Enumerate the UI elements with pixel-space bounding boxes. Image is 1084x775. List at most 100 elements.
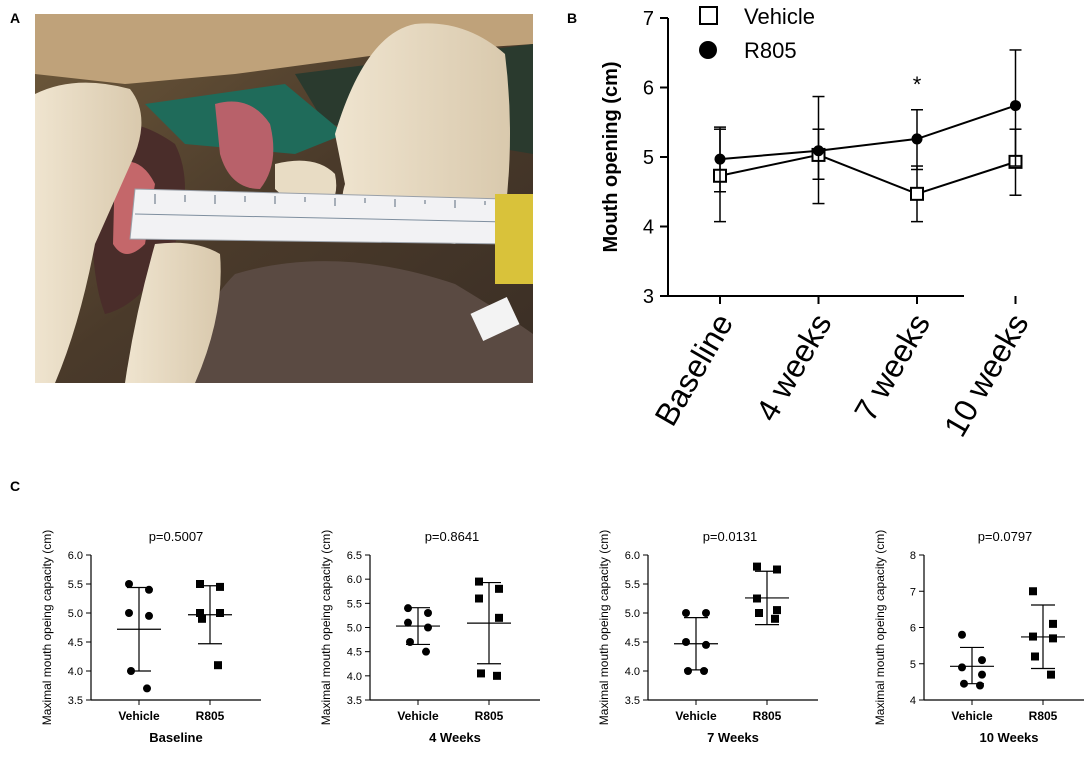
data-point-Vehicle	[978, 656, 986, 665]
data-point-Vehicle	[424, 609, 432, 617]
y-axis-title: Maximal mouth opeing capacity (cm)	[597, 530, 611, 725]
y-tick-label: 7	[643, 8, 654, 30]
data-point-Vehicle	[404, 618, 412, 627]
data-point-R805	[196, 580, 204, 588]
data-point-R805	[911, 133, 923, 145]
data-point-R805	[216, 609, 224, 617]
x-axis-title: Baseline	[149, 730, 202, 745]
legend-label-vehicle: Vehicle	[744, 4, 815, 29]
data-point-Vehicle	[976, 681, 984, 690]
data-point-R805	[1029, 587, 1037, 596]
y-tick-label: 4.5	[68, 637, 83, 649]
y-tick-label: 4.0	[625, 666, 640, 678]
p-value-title: p=0.0797	[978, 529, 1033, 544]
data-point-R805	[1031, 652, 1039, 661]
data-point-R805	[753, 562, 761, 571]
x-axis-title: 10 Weeks	[979, 730, 1038, 745]
y-tick-label: 5.5	[625, 579, 640, 591]
y-tick-label: 4	[643, 217, 654, 239]
y-tick-label: 3	[643, 286, 654, 308]
data-point-R805	[495, 584, 503, 593]
x-axis-title: 7 Weeks	[707, 730, 759, 745]
y-tick-label: 5.5	[347, 598, 362, 610]
y-axis-title: Maximal mouth opeing capacity (cm)	[40, 530, 54, 725]
y-tick-label: 6	[910, 623, 916, 635]
p-value-title: p=0.5007	[149, 529, 204, 544]
data-point-Vehicle	[702, 640, 710, 649]
legend-marker-vehicle	[699, 6, 718, 25]
data-point-Vehicle	[960, 679, 968, 688]
data-point-R805	[1049, 619, 1057, 628]
data-point-R805	[813, 145, 824, 157]
data-point-Vehicle	[125, 609, 133, 617]
data-point-Vehicle	[143, 684, 151, 693]
y-tick-label: 5	[910, 659, 916, 671]
data-point-R805	[773, 606, 781, 615]
y-axis-title: Maximal mouth opeing capacity (cm)	[319, 530, 333, 725]
significance-marker: *	[913, 72, 922, 97]
data-point-Vehicle	[127, 667, 135, 675]
data-point-R805	[216, 582, 224, 591]
p-value-title: p=0.0131	[703, 529, 758, 544]
data-point-Vehicle	[406, 638, 414, 646]
data-point-R805	[475, 577, 483, 586]
data-point-Vehicle	[404, 604, 412, 613]
data-point-R805	[1047, 670, 1055, 679]
data-point-Vehicle	[978, 670, 986, 679]
mouth-measurement-photo	[35, 14, 533, 383]
data-point-R805	[1029, 632, 1037, 641]
data-point-Vehicle	[125, 580, 133, 588]
y-tick-label: 6	[643, 78, 654, 100]
x-tick-label: R805	[753, 709, 782, 723]
data-point-R805	[753, 594, 761, 603]
y-tick-label: 5.0	[347, 623, 362, 635]
data-point-R805	[1010, 100, 1021, 112]
data-point-R805	[475, 594, 483, 603]
y-axis-title: Maximal mouth opeing capacity (cm)	[873, 530, 887, 725]
series-line-Vehicle	[719, 153, 1016, 195]
data-point-R805	[714, 153, 726, 165]
x-axis-title: 4 Weeks	[429, 730, 481, 745]
x-tick-label: R805	[196, 709, 225, 723]
scatter-panel-2: p=0.0131 3.5 4.0 4.5 5.0 5.5 6.0 Maximal mouth …	[597, 529, 818, 745]
data-point-Vehicle	[910, 186, 924, 201]
data-point-Vehicle	[682, 609, 690, 617]
y-tick-label: 5	[643, 147, 654, 169]
y-tick-label: 4.0	[347, 671, 362, 683]
data-point-R805	[773, 565, 781, 574]
y-tick-label: 4.5	[625, 637, 640, 649]
scatter-panel-1: p=0.8641 3.5 4.0 4.5 5.0 5.5 6.0 6.5 Maximal mou…	[319, 529, 540, 745]
legend-marker-r805	[699, 41, 717, 59]
data-point-Vehicle	[145, 585, 153, 594]
data-point-Vehicle	[958, 663, 966, 672]
y-tick-label: 5.0	[68, 608, 83, 620]
data-point-Vehicle	[682, 638, 690, 646]
legend-label-r805: R805	[744, 38, 797, 63]
y-tick-label: 4	[910, 695, 916, 707]
data-point-Vehicle	[424, 623, 432, 632]
panel-label-b: B	[567, 10, 578, 26]
data-point-Vehicle	[700, 667, 708, 675]
y-tick-label: 6.0	[347, 574, 362, 586]
data-point-Vehicle	[958, 630, 966, 639]
data-point-R805	[198, 614, 206, 623]
scatter-panel-0: p=0.5007 3.5 4.0 4.5 5.0 5.5 6.0 Maximal mouth …	[40, 529, 261, 745]
x-tick-label: Vehicle	[675, 709, 717, 723]
y-tick-label: 3.5	[347, 695, 362, 707]
x-tick-label: R805	[1029, 709, 1058, 723]
y-tick-label: 8	[910, 550, 916, 562]
x-tick-label: Vehicle	[397, 709, 439, 723]
data-point-R805	[495, 613, 503, 622]
panel-label-c: C	[10, 478, 21, 494]
y-tick-label: 4.0	[68, 666, 83, 678]
x-tick-label: Vehicle	[951, 709, 993, 723]
y-tick-label: 6.0	[625, 550, 640, 562]
y-axis-title: Mouth opening (cm)	[600, 61, 622, 252]
y-tick-label: 3.5	[625, 695, 640, 707]
data-point-Vehicle	[145, 611, 153, 620]
x-tick-label: R805	[475, 709, 504, 723]
y-tick-label: 6.5	[347, 550, 362, 562]
y-tick-label: 4.5	[347, 647, 362, 659]
